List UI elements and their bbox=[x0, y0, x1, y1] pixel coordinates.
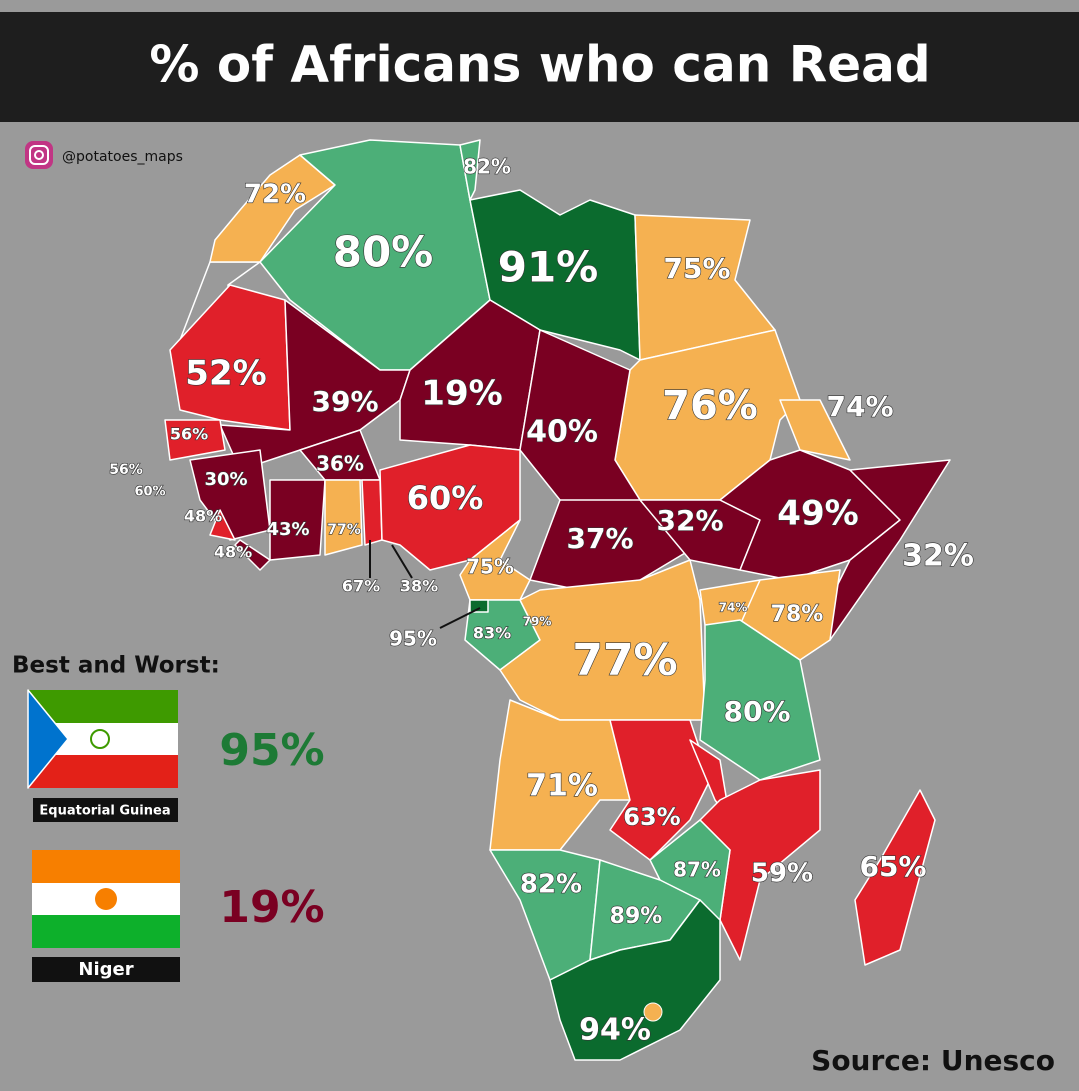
country-label: 48% bbox=[184, 507, 222, 526]
title: % of Africans who can Read bbox=[149, 36, 930, 94]
country-label: 83% bbox=[473, 624, 511, 643]
country-label: 87% bbox=[673, 858, 721, 882]
country-label: 80% bbox=[723, 695, 790, 728]
instagram-icon bbox=[25, 141, 53, 169]
country-label: 65% bbox=[859, 850, 926, 883]
credit: @potatoes_maps bbox=[62, 149, 183, 165]
flag-equatorial-guinea bbox=[27, 689, 178, 789]
country-label: 75% bbox=[466, 555, 514, 579]
country-label: 95% bbox=[389, 627, 437, 651]
country-label: 56% bbox=[170, 425, 208, 444]
country-label: 19% bbox=[421, 374, 502, 414]
country-label: 32% bbox=[902, 539, 974, 574]
flag-niger bbox=[32, 850, 180, 948]
country-label: 71% bbox=[526, 769, 598, 804]
best-value: 95% bbox=[219, 725, 324, 776]
source: Source: Unesco bbox=[811, 1044, 1055, 1077]
country-label: 77% bbox=[327, 522, 361, 538]
country-label: 80% bbox=[333, 228, 434, 277]
worst-country: Niger bbox=[78, 959, 133, 980]
country-label: 32% bbox=[656, 504, 723, 537]
country-label: 79% bbox=[523, 615, 552, 629]
country-label: 94% bbox=[579, 1013, 651, 1048]
country-label: 82% bbox=[520, 870, 582, 900]
country-label: 76% bbox=[662, 383, 758, 429]
country-label: 37% bbox=[566, 522, 633, 555]
map-labels: 72% 82% 80% 91% 75% 52% 39% 19% 40% 76% 74% 56% 56% 6… bbox=[109, 154, 975, 1048]
country-label: 74% bbox=[826, 390, 893, 423]
country-label: 48% bbox=[214, 543, 252, 562]
country-label: 52% bbox=[185, 354, 266, 394]
country-label: 30% bbox=[204, 469, 247, 490]
country-label: 74% bbox=[719, 601, 748, 615]
country-label: 77% bbox=[572, 635, 677, 686]
country-label: 36% bbox=[316, 452, 364, 476]
worst-value: 19% bbox=[219, 882, 324, 933]
legend-heading: Best and Worst: bbox=[12, 653, 220, 679]
africa-map bbox=[164, 139, 951, 1061]
country-label: 89% bbox=[610, 904, 663, 929]
label-box bbox=[33, 798, 178, 822]
country-label: 60% bbox=[134, 485, 165, 500]
country-label: 67% bbox=[342, 577, 380, 596]
country-label: 38% bbox=[400, 577, 438, 596]
country-label: 59% bbox=[751, 859, 813, 889]
country-label: 91% bbox=[498, 243, 599, 292]
country-label: 72% bbox=[244, 180, 306, 210]
label-box bbox=[32, 957, 180, 982]
country-label: 56% bbox=[109, 462, 143, 478]
country-label: 75% bbox=[663, 252, 730, 285]
country-label: 63% bbox=[623, 803, 680, 831]
country-label: 82% bbox=[463, 155, 511, 179]
country-label: 49% bbox=[777, 494, 858, 534]
country-label: 78% bbox=[771, 602, 824, 627]
header bbox=[0, 12, 1079, 122]
country-label: 39% bbox=[311, 385, 378, 418]
country-label: 60% bbox=[407, 479, 484, 517]
country-label: 40% bbox=[526, 415, 598, 450]
country-label: 43% bbox=[266, 519, 309, 540]
best-country: Equatorial Guinea bbox=[39, 804, 170, 819]
